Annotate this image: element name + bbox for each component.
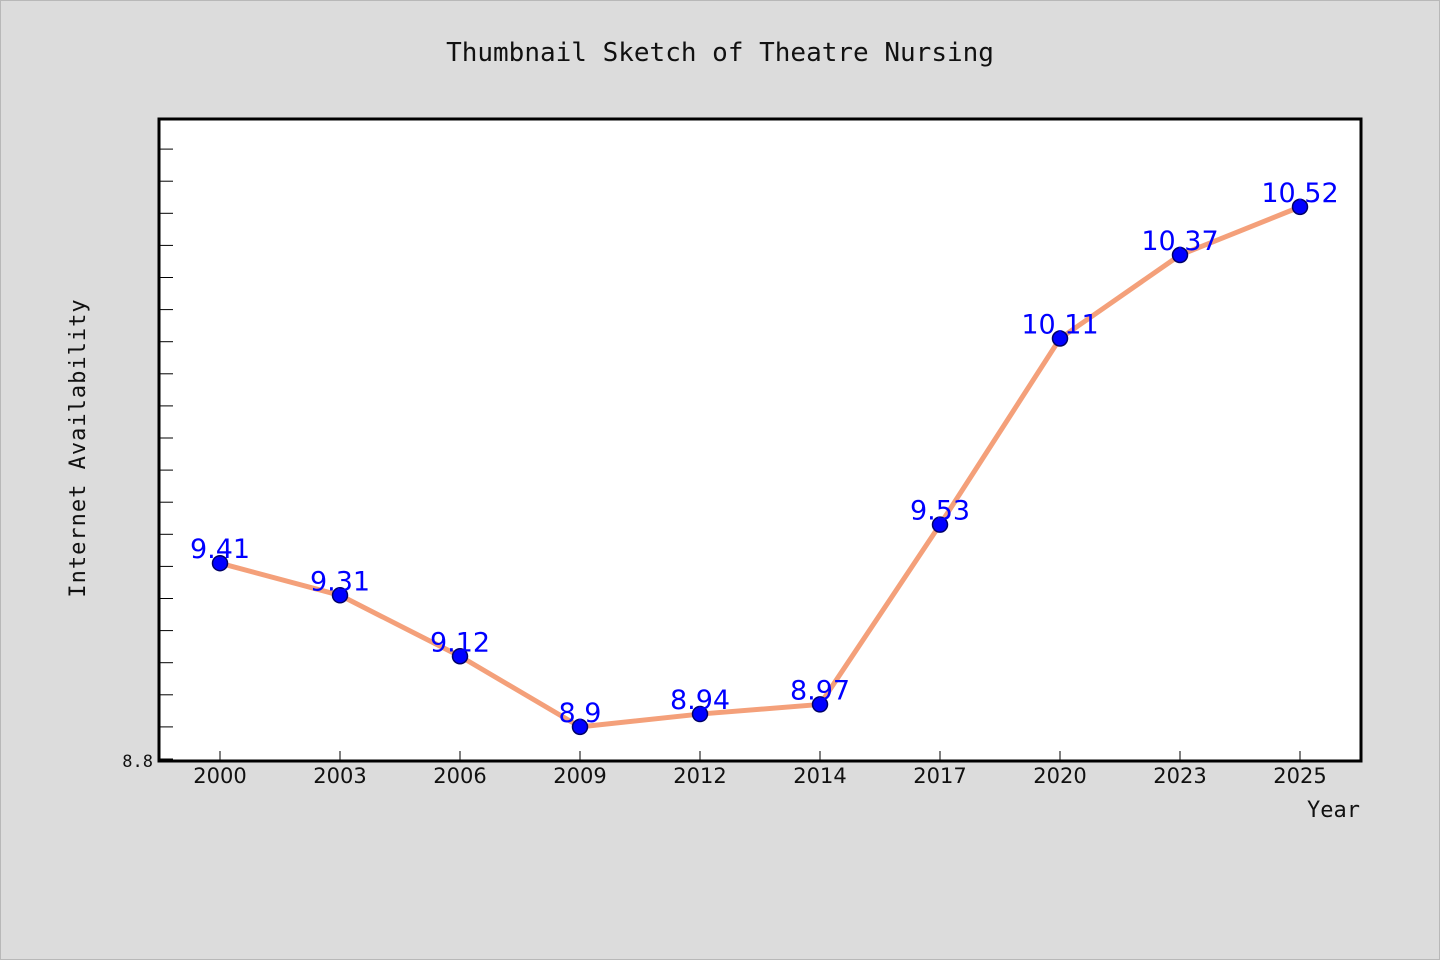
y-axis-label: Internet Availability [66,298,91,597]
data-label: 10.11 [1021,309,1098,340]
data-label: 10.52 [1261,178,1338,209]
plot-area [159,119,1361,761]
data-point [331,587,349,604]
data-label: 9.12 [430,627,490,658]
data-point [811,696,829,713]
x-tick-label: 2020 [1033,764,1086,788]
x-tick-label: 2006 [433,764,486,788]
x-tick-label: 2003 [313,764,366,788]
x-tick-label: 2000 [193,764,246,788]
data-label: 10.37 [1141,226,1218,257]
x-tick-label: 2023 [1153,764,1206,788]
x-tick-label: 2012 [673,764,726,788]
data-point [1291,198,1309,216]
x-tick-label: 2025 [1273,764,1326,788]
series-line [217,204,1303,730]
data-point [691,705,709,723]
plot-frame [157,117,1363,763]
data-point [1051,330,1069,347]
data-label: 8.97 [790,675,850,706]
data-label: 9.53 [910,496,970,527]
data-label: 9.41 [190,534,250,565]
data-label: 8.94 [670,685,730,716]
y-axis [159,148,173,760]
data-point [451,648,469,665]
data-point [571,718,589,736]
data-label: 9.31 [310,566,370,597]
x-tick-label: 2014 [793,764,846,788]
data-point [211,554,229,572]
data-points [211,198,1309,736]
data-labels: 9.41 9.31 9.12 8.9 8.94 8.97 9.53 10.11 10.37 10.… [190,178,1339,729]
chart-title: Thumbnail Sketch of Theatre Nursing [446,38,994,68]
x-tick-label: 2017 [913,764,966,788]
data-point [1171,246,1189,264]
x-axis: 2000 2003 2006 2009 2012 2014 2017 2020 2023 2025 [193,751,1327,788]
y-tick-label: 8.8 [122,752,153,772]
data-point [931,516,949,533]
x-axis-label: Year [1307,798,1360,823]
data-label: 8.9 [559,698,602,729]
x-tick-label: 2009 [553,764,606,788]
